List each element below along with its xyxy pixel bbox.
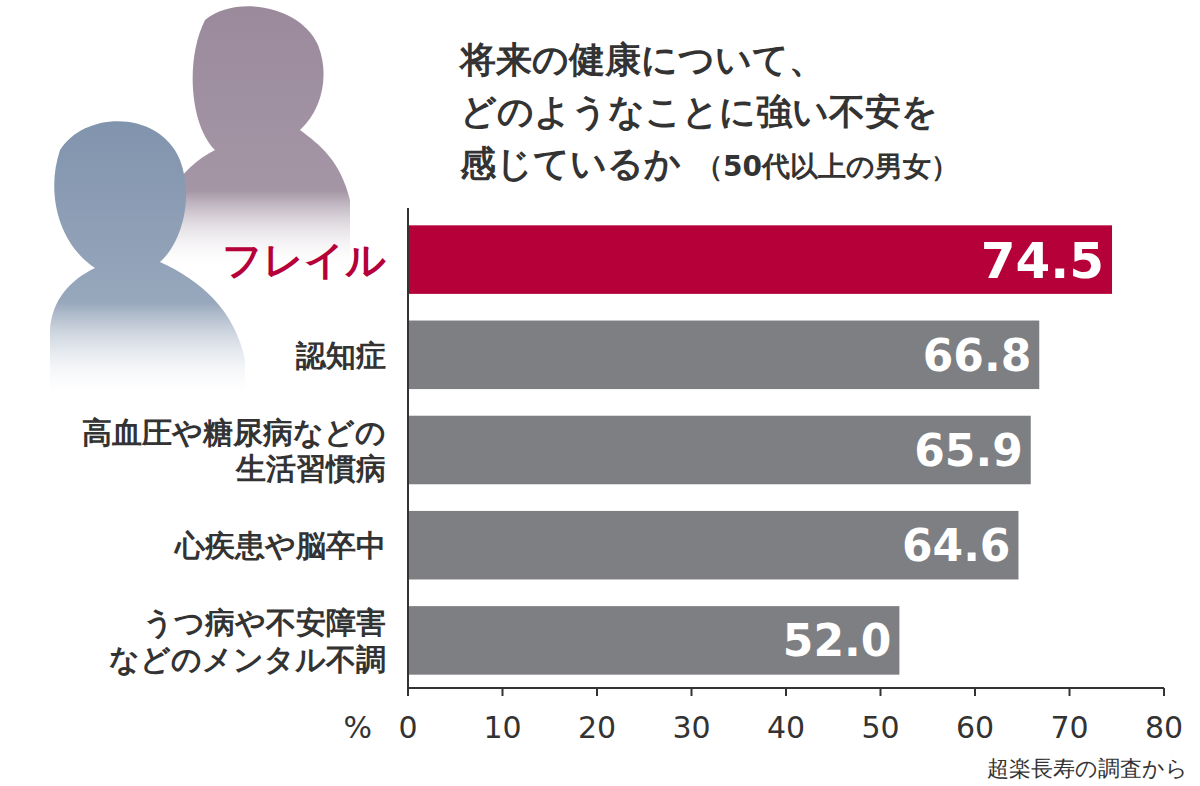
category-line: フレイル — [222, 237, 386, 283]
chart: 将来の健康について、どのようなことに強い不安を感じているか （50代以上の男女） 7… — [0, 0, 1200, 786]
category-line: 認知症 — [295, 338, 386, 373]
category-line: 生活習慣病 — [235, 451, 386, 486]
category-label: 高血圧や糖尿病などの生活習慣病 — [82, 415, 386, 487]
data-label: 64.6 — [902, 520, 1011, 571]
title-line: どのようなことに強い不安を — [460, 91, 938, 132]
bar — [408, 416, 1031, 485]
y-axis-line — [407, 208, 409, 688]
category-label: うつ病や不安障害などのメンタル不調 — [109, 605, 386, 677]
category-label: フレイル — [222, 237, 386, 283]
tick — [691, 688, 693, 696]
subtitle: （50代以上の男女） — [695, 150, 959, 183]
tick — [502, 688, 504, 696]
source: 超楽長寿の調査から — [987, 756, 1188, 781]
tick-label: 0 — [398, 710, 417, 745]
category-label: 認知症 — [295, 338, 386, 373]
bar — [408, 321, 1039, 390]
tick — [974, 688, 976, 696]
category-label: 心疾患や脳卒中 — [173, 528, 386, 563]
category-line: 心疾患や脳卒中 — [173, 528, 386, 563]
title-line: 感じているか — [459, 143, 681, 184]
tick-label: 30 — [672, 710, 710, 745]
data-labels: 74.5 66.8 65.9 64.652.0 — [783, 232, 1104, 667]
data-label: 52.0 — [783, 615, 892, 666]
tick-label: 20 — [578, 710, 616, 745]
tick — [880, 688, 882, 696]
category-labels: フレイル認知症高血圧や糖尿病などの生活習慣病心疾患や脳卒中うつ病や不安障害などの… — [82, 237, 386, 677]
silhouette — [50, 121, 245, 400]
data-label: 74.5 — [981, 232, 1104, 290]
tick — [1069, 688, 1071, 696]
title-line: 将来の健康について、 — [458, 39, 825, 80]
category-line: 高血圧や糖尿病などの — [82, 415, 386, 450]
tick-label: 70 — [1050, 710, 1088, 745]
axis-title: % — [343, 710, 372, 745]
bar — [408, 606, 899, 675]
tick-label: 40 — [767, 710, 805, 745]
tick — [407, 688, 409, 696]
bar — [408, 225, 1112, 294]
tick — [596, 688, 598, 696]
bars — [408, 225, 1112, 674]
tick — [785, 688, 787, 696]
tick-label: 50 — [861, 710, 899, 745]
data-label: 66.8 — [923, 330, 1032, 381]
data-label: 65.9 — [914, 425, 1023, 476]
tick-label: 80 — [1145, 710, 1183, 745]
silhouette — [150, 6, 350, 270]
category-line: などのメンタル不調 — [109, 642, 386, 677]
bar — [408, 511, 1018, 580]
category-line: うつ病や不安障害 — [143, 605, 386, 640]
tick-label: 60 — [956, 710, 994, 745]
tick-label: 10 — [483, 710, 521, 745]
x-axis: 0 10 20 30 40 50 60 70 80 — [398, 208, 1183, 745]
tick — [1163, 688, 1165, 696]
